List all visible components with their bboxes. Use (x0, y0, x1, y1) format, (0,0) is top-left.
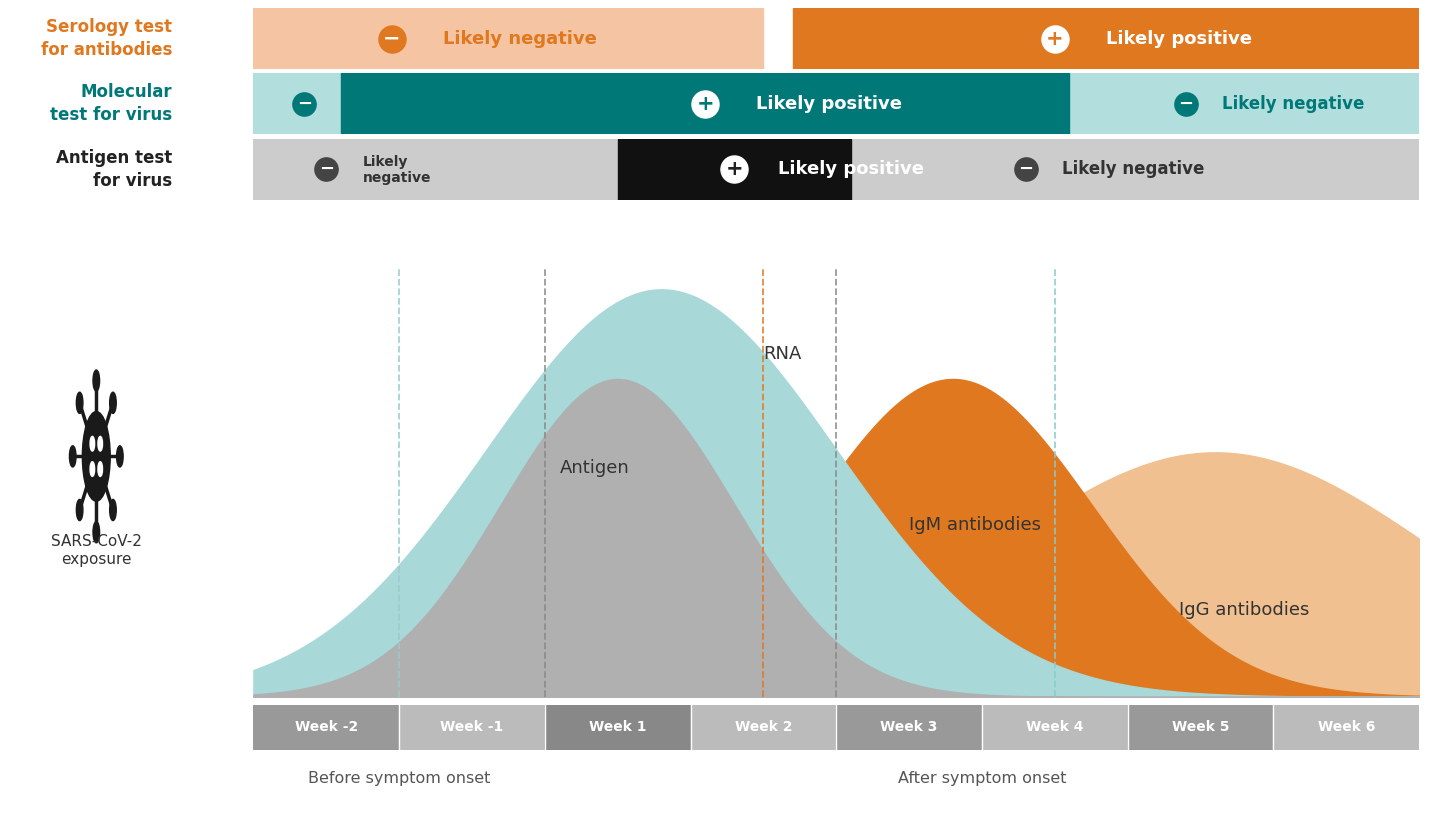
Text: Likely negative: Likely negative (1061, 160, 1205, 178)
Text: Week 5: Week 5 (1171, 720, 1229, 734)
Text: −: − (1018, 160, 1034, 178)
Text: −: − (297, 95, 311, 113)
Point (1174, 97, 1197, 110)
Bar (792, 8, 1419, 69)
Bar (1128, 705, 1273, 750)
Circle shape (77, 500, 83, 521)
Text: Likely negative: Likely negative (443, 29, 597, 48)
Text: SARS-CoV-2
exposure: SARS-CoV-2 exposure (51, 534, 142, 567)
Bar (691, 705, 835, 750)
Text: Antigen: Antigen (559, 459, 628, 477)
Text: Likely positive: Likely positive (1106, 29, 1251, 48)
Text: Antigen test
for virus: Antigen test for virus (56, 148, 172, 190)
Bar (253, 705, 400, 750)
Text: −: − (384, 29, 401, 49)
Bar (253, 8, 763, 69)
Text: +: + (696, 94, 714, 114)
Circle shape (98, 436, 103, 451)
Text: Likely positive: Likely positive (778, 160, 924, 178)
Bar (340, 73, 1069, 134)
Text: −: − (319, 160, 334, 178)
Point (314, 162, 337, 175)
Bar (982, 705, 1128, 750)
Text: Likely
negative: Likely negative (343, 90, 413, 121)
Text: Likely
negative: Likely negative (362, 155, 432, 186)
Circle shape (77, 392, 83, 413)
Circle shape (93, 370, 100, 391)
Circle shape (90, 436, 94, 451)
Point (1014, 162, 1037, 175)
Bar (544, 705, 691, 750)
Text: Week 6: Week 6 (1318, 720, 1374, 734)
Text: IgM antibodies: IgM antibodies (909, 516, 1041, 534)
Circle shape (83, 412, 110, 501)
Circle shape (90, 462, 94, 477)
Bar (400, 705, 544, 750)
Bar (1273, 705, 1419, 750)
Point (292, 97, 316, 110)
Text: RNA: RNA (763, 345, 802, 363)
Circle shape (93, 522, 100, 543)
Text: Week 3: Week 3 (880, 720, 938, 734)
Text: Week 1: Week 1 (589, 720, 646, 734)
Circle shape (116, 446, 123, 467)
Circle shape (110, 392, 116, 413)
Text: Week 2: Week 2 (734, 720, 792, 734)
Text: Molecular
test for virus: Molecular test for virus (51, 83, 172, 125)
Circle shape (98, 462, 103, 477)
Text: Likely negative: Likely negative (1222, 95, 1364, 113)
Point (723, 162, 746, 175)
Text: After symptom onset: After symptom onset (898, 771, 1066, 786)
Circle shape (70, 446, 77, 467)
Text: −: − (1179, 95, 1193, 113)
Text: Week 4: Week 4 (1027, 720, 1083, 734)
Text: +: + (725, 159, 743, 179)
Point (381, 32, 404, 45)
Text: +: + (1045, 29, 1064, 49)
Text: IgG antibodies: IgG antibodies (1179, 601, 1309, 619)
Text: Week -1: Week -1 (440, 720, 504, 734)
Circle shape (110, 500, 116, 521)
Bar (618, 139, 851, 200)
Bar (835, 705, 982, 750)
Text: Week -2: Week -2 (294, 720, 358, 734)
Point (694, 97, 717, 110)
Text: Before symptom onset: Before symptom onset (308, 771, 491, 786)
Point (1043, 32, 1066, 45)
Text: Serology test
for antibodies: Serology test for antibodies (41, 18, 172, 59)
Text: Likely positive: Likely positive (756, 95, 902, 113)
